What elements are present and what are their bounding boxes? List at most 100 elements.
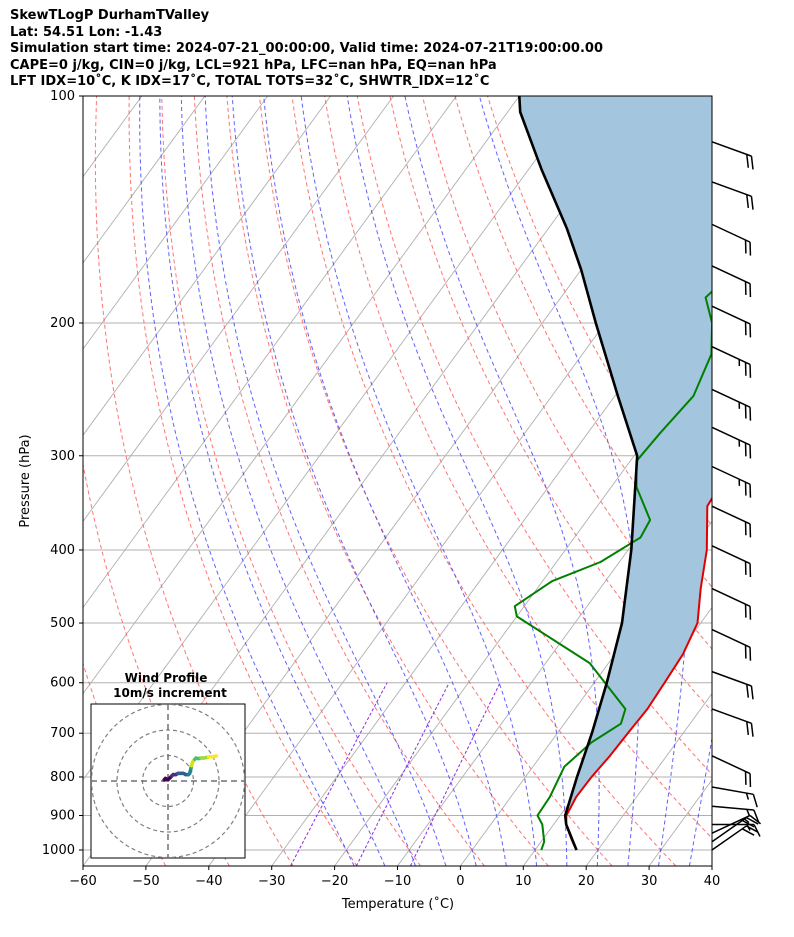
isotherm — [83, 96, 520, 695]
wind-profile-inset: Wind Profile 10m/s increment — [90, 671, 246, 859]
barb-half-flag — [745, 792, 750, 800]
inset-subtitle: 10m/s increment — [113, 686, 227, 700]
indices-line: LFT IDX=10˚C, K IDX=17˚C, TOTAL TOTS=32˚… — [10, 74, 490, 89]
dry-adiabat — [161, 96, 422, 866]
y-axis-label: Pressure (hPa) — [18, 434, 33, 527]
barb-flag — [749, 814, 762, 825]
barb-flag — [750, 685, 754, 700]
y-tick-label: 500 — [50, 616, 75, 631]
barb-staff — [711, 388, 751, 408]
wind-barb — [711, 345, 752, 378]
isotherm — [83, 96, 457, 609]
barb-half-flag — [746, 809, 751, 816]
barb-staff — [711, 223, 751, 243]
x-tick-label: 0 — [456, 874, 464, 889]
isotherm — [0, 96, 79, 866]
y-tick-label: 900 — [50, 809, 75, 824]
moist-adiabat — [204, 96, 447, 866]
moist-adiabat — [720, 96, 794, 866]
moist-adiabat — [139, 96, 355, 866]
isotherm — [83, 96, 206, 264]
barb-staff — [711, 141, 752, 157]
barb-staff — [711, 305, 751, 325]
wind-barb — [711, 505, 752, 538]
dry-adiabat — [193, 96, 485, 866]
dry-adiabat — [83, 461, 230, 866]
barb-staff — [711, 708, 752, 725]
temperature-line — [565, 496, 712, 851]
barb-flag — [741, 828, 755, 836]
moist-adiabat — [404, 96, 600, 866]
cape-shade-area — [519, 96, 712, 850]
x-tick-label: 40 — [704, 874, 721, 889]
moist-adiabat — [263, 96, 507, 866]
barb-flag — [746, 816, 759, 825]
dry-adiabat — [389, 96, 712, 713]
hodograph-segment — [212, 754, 219, 759]
barb-staff — [711, 265, 751, 285]
barb-flag — [746, 194, 750, 208]
wind-barb — [711, 465, 752, 498]
cape-line: CAPE=0 j/kg, CIN=0 j/kg, LCL=921 hPa, LF… — [10, 58, 497, 73]
wind-barb — [711, 805, 760, 823]
y-tick-label: 800 — [50, 770, 75, 785]
barb-staff — [711, 426, 751, 446]
barb-flag — [753, 824, 761, 837]
y-tick-label: 300 — [50, 449, 75, 464]
dry-adiabat — [226, 96, 549, 866]
barb-flag — [741, 819, 755, 828]
hodograph-plot — [91, 704, 245, 858]
wind-barb — [711, 545, 752, 578]
x-tick-label: −60 — [69, 874, 96, 889]
mixing-ratio-line — [355, 682, 450, 866]
barb-staff — [711, 817, 747, 843]
wind-barb — [711, 670, 754, 700]
barb-flag — [750, 156, 754, 170]
wind-barb — [711, 786, 758, 808]
barb-staff — [711, 505, 751, 525]
chart-title: SkewTLogP DurhamTValley — [10, 8, 210, 23]
wind-barb — [711, 223, 752, 256]
wind-barb — [711, 426, 752, 459]
moist-adiabat — [346, 96, 568, 866]
y-tick-label: 100 — [50, 89, 75, 104]
barb-flag — [750, 196, 754, 210]
barb-staff — [711, 805, 754, 811]
x-tick-label: 20 — [578, 874, 595, 889]
dewpoint-line — [513, 290, 712, 851]
isotherm — [711, 865, 712, 866]
isotherm — [0, 96, 16, 866]
y-tick-label: 400 — [50, 543, 75, 558]
barb-flag — [752, 794, 758, 808]
x-axis-label: Temperature (˚C) — [341, 896, 454, 912]
isotherm — [585, 692, 712, 866]
barb-half-flag — [743, 817, 750, 824]
barb-flag — [746, 154, 750, 168]
wind-barb — [711, 587, 752, 620]
wind-barb — [712, 823, 761, 837]
wind-barb — [711, 388, 752, 421]
barb-staff — [711, 755, 751, 775]
barb-staff — [711, 181, 752, 197]
barb-staff — [711, 345, 751, 366]
wind-barb — [711, 816, 759, 843]
cape-shading — [519, 96, 712, 850]
barb-staff — [711, 628, 751, 648]
moist-adiabat — [231, 96, 477, 866]
dry-adiabat — [291, 96, 677, 866]
dry-adiabat — [716, 96, 794, 866]
location-line: Lat: 54.51 Lon: -1.43 — [10, 25, 163, 40]
barb-flag — [746, 721, 750, 736]
y-tick-label: 200 — [50, 316, 75, 331]
isotherm — [460, 520, 712, 866]
wind-barb — [711, 305, 752, 338]
isotherm — [271, 262, 712, 866]
isotherm — [83, 96, 269, 350]
x-tick-label: −20 — [321, 874, 348, 889]
x-tick-label: 10 — [515, 874, 532, 889]
x-tick-label: 30 — [641, 874, 658, 889]
barb-staff — [711, 587, 751, 607]
moist-adiabat — [159, 96, 386, 866]
y-tick-label: 600 — [50, 676, 75, 691]
inset-title: Wind Profile — [125, 671, 208, 685]
